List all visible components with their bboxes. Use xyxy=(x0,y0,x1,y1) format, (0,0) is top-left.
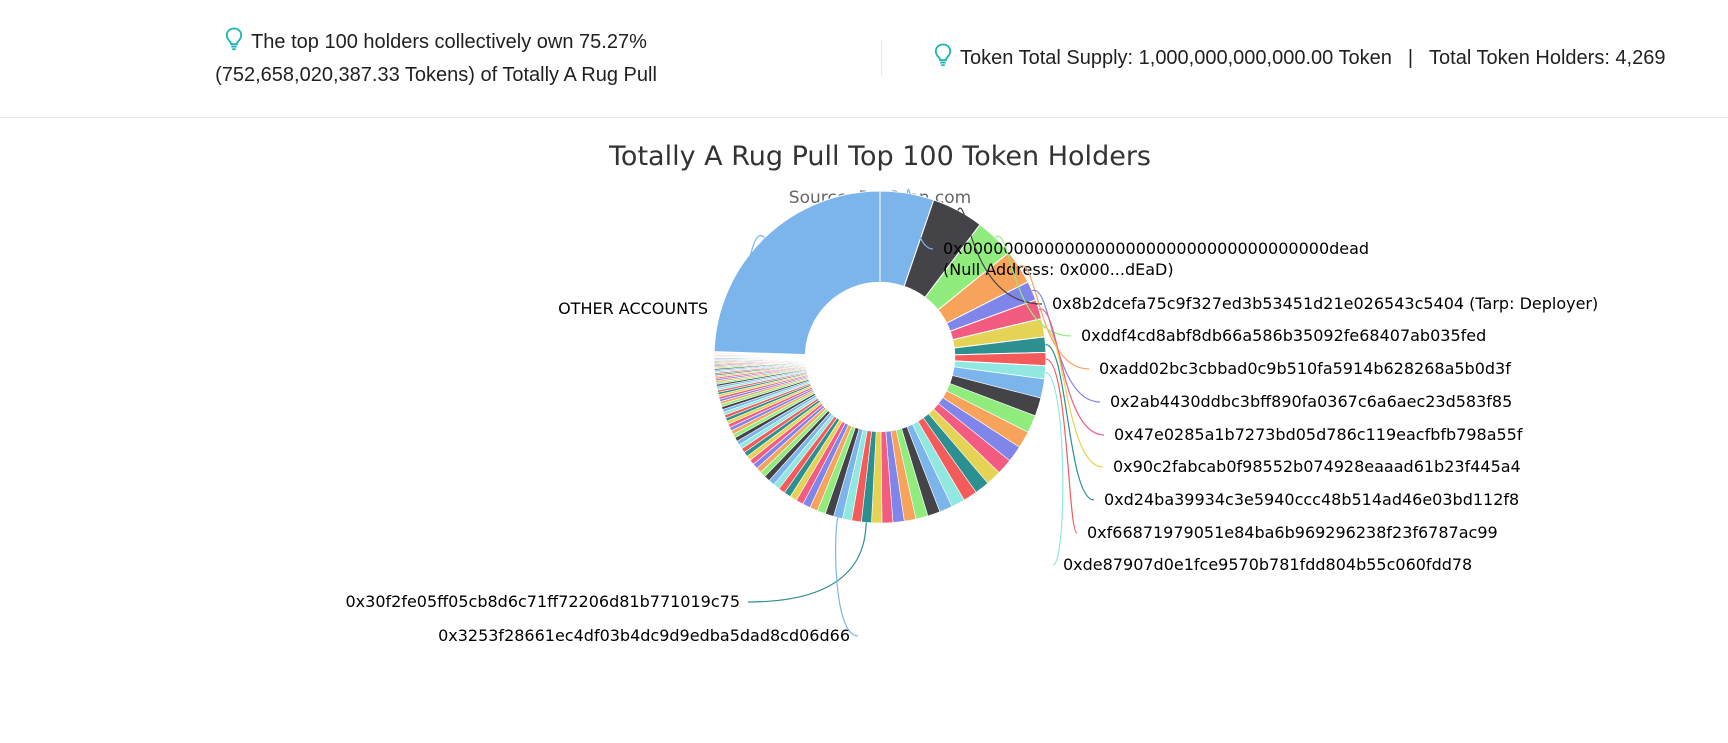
label-holder-6: 0x47e0285a1b7273bd05d786c119eacfbfb798a5… xyxy=(1114,425,1523,444)
label-holder-1-note: (Null Address: 0x000...dEaD) xyxy=(943,260,1174,279)
label-connector xyxy=(1038,308,1105,436)
label-small-holder-2: 0x3253f28661ec4df03b4dc9d9edba5dad8cd06d… xyxy=(438,626,850,645)
label-holder-8: 0xd24ba39934c3e5940ccc48b514ad46e03bd112… xyxy=(1104,490,1519,509)
label-holder-10: 0xde87907d0e1fce9570b781fdd804b55c060fdd… xyxy=(1063,555,1472,574)
lightbulb-icon xyxy=(934,43,952,67)
summary-bar: The top 100 holders collectively own 75.… xyxy=(0,0,1728,118)
label-connector xyxy=(1045,371,1064,566)
pie-slices xyxy=(713,190,1047,524)
supply-note: Token Total Supply: 1,000,000,000,000.00… xyxy=(934,42,1665,75)
label-other-accounts: OTHER ACCOUNTS xyxy=(558,299,708,318)
label-holder-7: 0x90c2fabcab0f98552b074928eaaad61b23f445… xyxy=(1113,457,1521,476)
label-connector xyxy=(906,189,934,250)
label-holder-2: 0x8b2dcefa75c9f327ed3b53451d21e026543c54… xyxy=(1052,294,1598,313)
label-connector xyxy=(994,235,1072,337)
label-connector xyxy=(1018,265,1090,370)
summary-divider xyxy=(881,40,882,76)
label-holder-3: 0xddf4cd8abf8db66a586b35092fe68407ab035f… xyxy=(1081,326,1486,345)
label-connector xyxy=(957,207,1043,305)
label-connector xyxy=(835,517,859,637)
label-holder-1: 0x000000000000000000000000000000000000de… xyxy=(943,239,1369,258)
label-holder-5: 0x2ab4430ddbc3bff890fa0367c6a6aec23d583f… xyxy=(1110,392,1512,411)
label-connector xyxy=(1045,344,1095,501)
label-holder-4: 0xadd02bc3cbbad0c9b510fa5914b628268a5b0d… xyxy=(1099,359,1511,378)
chart-title: Totally A Rug Pull Top 100 Token Holders xyxy=(608,141,1151,172)
total-holders: Total Token Holders: 4,269 xyxy=(1429,47,1666,69)
label-connector xyxy=(723,234,765,314)
top-holders-line1: The top 100 holders collectively own 75.… xyxy=(251,31,647,53)
pie-labels: 0x000000000000000000000000000000000000de… xyxy=(346,189,1598,645)
top-holders-note: The top 100 holders collectively own 75.… xyxy=(206,26,666,92)
holders-pie-chart: Totally A Rug Pull Top 100 Token Holders… xyxy=(346,141,1599,645)
total-supply: Token Total Supply: 1,000,000,000,000.00… xyxy=(960,47,1392,69)
slice-other-accounts[interactable] xyxy=(713,190,881,356)
label-connector xyxy=(1043,327,1104,468)
top-holders-line2: (752,658,020,387.33 Tokens) of Totally A… xyxy=(215,64,657,86)
lightbulb-icon xyxy=(225,27,243,51)
separator: | xyxy=(1407,47,1414,69)
label-small-holder-1: 0x30f2fe05ff05cb8d6c71ff72206d81b771019c… xyxy=(346,592,741,611)
label-holder-9: 0xf66871979051e84ba6b969296238f23f6787ac… xyxy=(1087,523,1498,542)
label-connector xyxy=(747,522,867,603)
label-connector xyxy=(1045,358,1078,534)
